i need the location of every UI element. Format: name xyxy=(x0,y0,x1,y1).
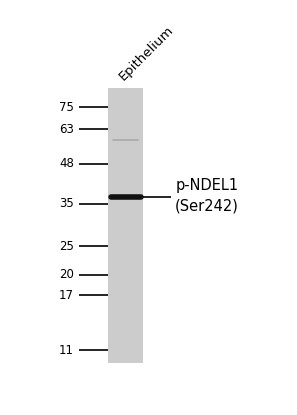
Text: 25: 25 xyxy=(59,240,74,253)
Text: p-NDEL1: p-NDEL1 xyxy=(175,178,238,193)
Text: (Ser242): (Ser242) xyxy=(175,199,239,214)
Text: Epithelium: Epithelium xyxy=(116,24,176,83)
Text: 35: 35 xyxy=(59,197,74,210)
Text: 17: 17 xyxy=(59,288,74,302)
Text: 75: 75 xyxy=(59,101,74,114)
Text: 48: 48 xyxy=(59,157,74,170)
Text: 11: 11 xyxy=(59,344,74,356)
Bar xyxy=(108,88,143,363)
Text: 63: 63 xyxy=(59,123,74,136)
Text: 20: 20 xyxy=(59,268,74,281)
